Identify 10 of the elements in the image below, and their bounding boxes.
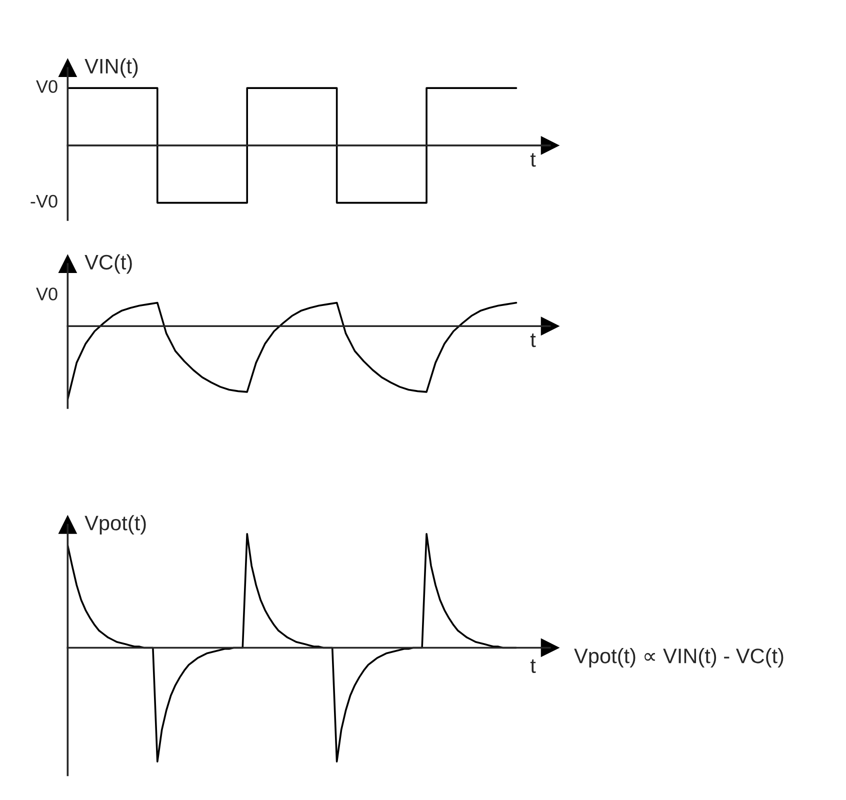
text: V0 [36,288,58,300]
text: -V0 [30,194,58,208]
x-axis-title: t [530,659,536,673]
text: V0 [36,80,58,93]
x-axis-title: t [530,334,536,348]
y-axis-title: Vpot(t) [84,515,146,535]
y-axis-title: VC(t) [84,254,132,274]
y-axis-title: VIN(t) [84,58,138,78]
x-axis-title: t [530,153,536,167]
text: Vpot(t) ∝ VIN(t) - VC(t) [574,648,784,668]
